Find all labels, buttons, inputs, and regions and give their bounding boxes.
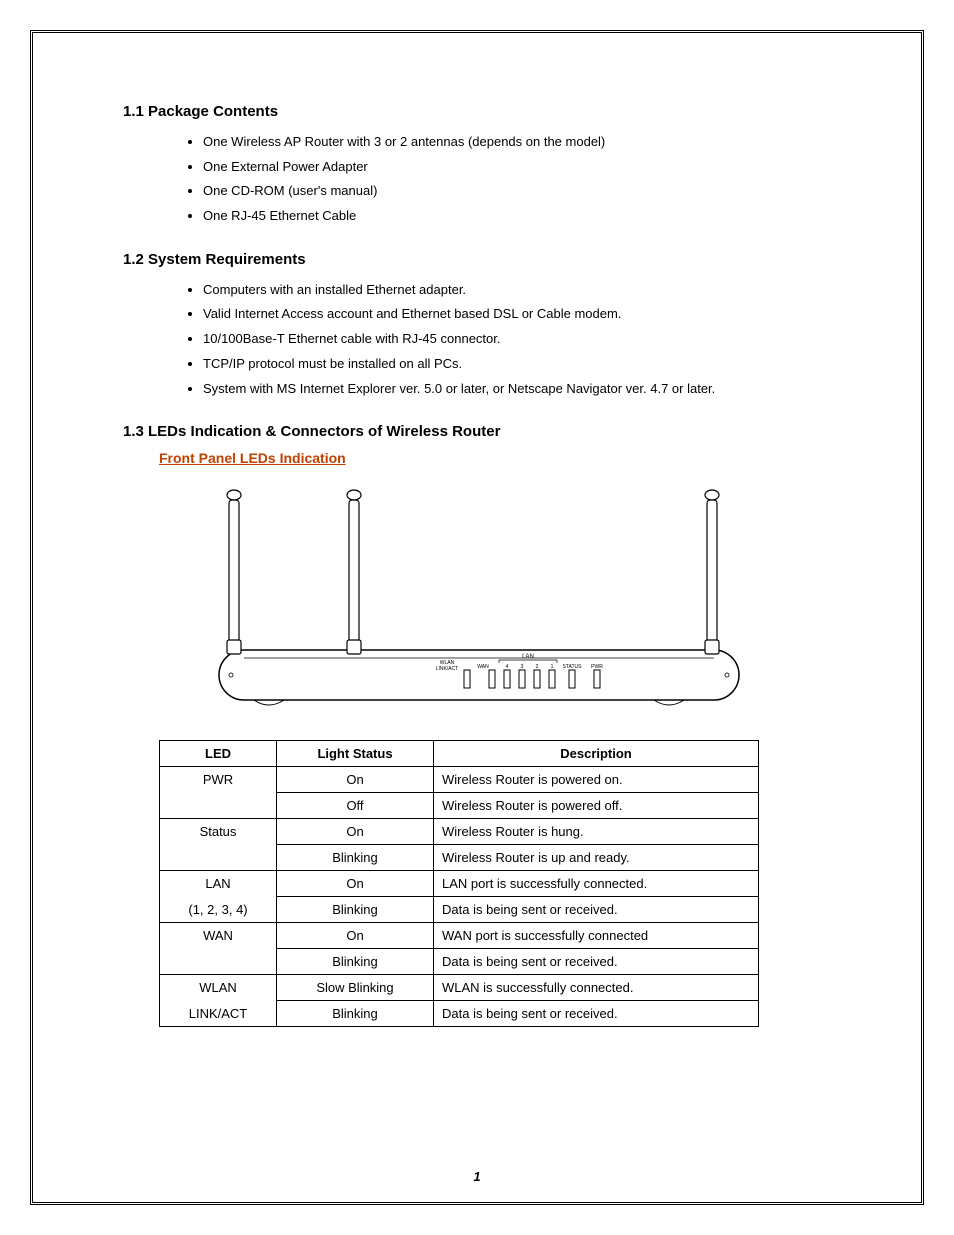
cell-status: Blinking [277, 845, 434, 871]
cell-status: On [277, 871, 434, 897]
cell-desc: WAN port is successfully connected [434, 923, 759, 949]
cell-led: LAN [160, 871, 277, 897]
cell-led: WLAN [160, 975, 277, 1001]
cell-desc: Wireless Router is powered on. [434, 767, 759, 793]
cell-led [160, 845, 277, 871]
cell-desc: Wireless Router is up and ready. [434, 845, 759, 871]
cell-led: (1, 2, 3, 4) [160, 897, 277, 923]
table-row: PWR On Wireless Router is powered on. [160, 767, 759, 793]
list-item: Valid Internet Access account and Ethern… [203, 302, 831, 327]
table-header-status: Light Status [277, 741, 434, 767]
cell-desc: Data is being sent or received. [434, 949, 759, 975]
router-label-2: 2 [536, 664, 539, 670]
router-label-pwr: PWR [591, 664, 603, 670]
router-label-lan: LAN [522, 654, 534, 660]
table-header-desc: Description [434, 741, 759, 767]
table-row: (1, 2, 3, 4) Blinking Data is being sent… [160, 897, 759, 923]
sub-heading-front-panel: Front Panel LEDs Indication [159, 450, 831, 466]
router-label-status: STATUS [563, 664, 583, 670]
table-row: Off Wireless Router is powered off. [160, 793, 759, 819]
cell-desc: Data is being sent or received. [434, 1001, 759, 1027]
cell-led: Status [160, 819, 277, 845]
cell-status: On [277, 819, 434, 845]
cell-status: Slow Blinking [277, 975, 434, 1001]
heading-system-requirements: 1.2 System Requirements [123, 251, 831, 268]
table-row: Blinking Wireless Router is up and ready… [160, 845, 759, 871]
router-diagram: LAN WLAN LINK/ACT WAN 4 3 2 1 STATUS PWR [159, 480, 779, 720]
heading-package-contents: 1.1 Package Contents [123, 103, 831, 120]
list-item: One CD-ROM (user's manual) [203, 179, 831, 204]
cell-status: Blinking [277, 897, 434, 923]
cell-desc: Wireless Router is powered off. [434, 793, 759, 819]
table-row: Status On Wireless Router is hung. [160, 819, 759, 845]
cell-desc: WLAN is successfully connected. [434, 975, 759, 1001]
table-row: WAN On WAN port is successfully connecte… [160, 923, 759, 949]
cell-led: PWR [160, 767, 277, 793]
table-header-row: LED Light Status Description [160, 741, 759, 767]
cell-status: Blinking [277, 1001, 434, 1027]
router-label-1: 1 [551, 664, 554, 670]
list-package-contents: One Wireless AP Router with 3 or 2 anten… [123, 130, 831, 229]
router-label-wan: WAN [477, 664, 489, 670]
cell-led: LINK/ACT [160, 1001, 277, 1027]
table-row: LAN On LAN port is successfully connecte… [160, 871, 759, 897]
table-row: Blinking Data is being sent or received. [160, 949, 759, 975]
cell-status: On [277, 767, 434, 793]
router-label-3: 3 [521, 664, 524, 670]
table-row: WLAN Slow Blinking WLAN is successfully … [160, 975, 759, 1001]
table-header-led: LED [160, 741, 277, 767]
cell-led [160, 949, 277, 975]
cell-status: Off [277, 793, 434, 819]
list-item: Computers with an installed Ethernet ada… [203, 278, 831, 303]
cell-desc: Wireless Router is hung. [434, 819, 759, 845]
cell-status: On [277, 923, 434, 949]
cell-status: Blinking [277, 949, 434, 975]
list-item: One RJ-45 Ethernet Cable [203, 204, 831, 229]
heading-leds-indication: 1.3 LEDs Indication & Connectors of Wire… [123, 423, 831, 440]
list-item: TCP/IP protocol must be installed on all… [203, 352, 831, 377]
led-table: LED Light Status Description PWR On Wire… [159, 740, 759, 1027]
list-item: One Wireless AP Router with 3 or 2 anten… [203, 130, 831, 155]
page-number: 1 [33, 1169, 921, 1184]
list-item: 10/100Base-T Ethernet cable with RJ-45 c… [203, 327, 831, 352]
page: 1.1 Package Contents One Wireless AP Rou… [0, 0, 954, 1235]
router-label-4: 4 [506, 664, 509, 670]
cell-desc: LAN port is successfully connected. [434, 871, 759, 897]
router-label-linkact: LINK/ACT [436, 666, 459, 672]
cell-led [160, 793, 277, 819]
list-item: One External Power Adapter [203, 155, 831, 180]
table-row: LINK/ACT Blinking Data is being sent or … [160, 1001, 759, 1027]
cell-desc: Data is being sent or received. [434, 897, 759, 923]
cell-led: WAN [160, 923, 277, 949]
list-system-requirements: Computers with an installed Ethernet ada… [123, 278, 831, 401]
list-item: System with MS Internet Explorer ver. 5.… [203, 377, 831, 402]
page-border: 1.1 Package Contents One Wireless AP Rou… [30, 30, 924, 1205]
